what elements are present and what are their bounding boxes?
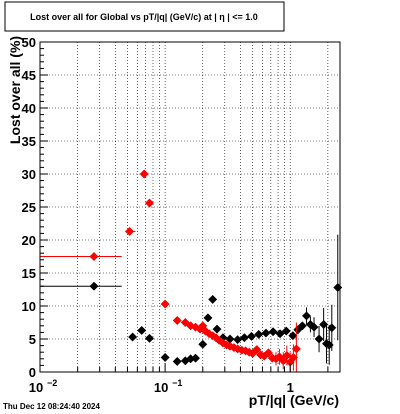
data-point bbox=[128, 332, 138, 342]
y-tick-label: 25 bbox=[22, 200, 36, 215]
data-point bbox=[268, 327, 278, 337]
y-tick-label: 10 bbox=[22, 299, 36, 314]
y-tick-label: 30 bbox=[22, 167, 36, 182]
series-black bbox=[40, 234, 343, 366]
data-series bbox=[40, 169, 343, 372]
series-red bbox=[40, 169, 301, 372]
y-tick-label: 35 bbox=[22, 134, 36, 149]
data-point bbox=[252, 345, 262, 355]
y-tick-label: 5 bbox=[29, 332, 36, 347]
data-point bbox=[89, 251, 99, 262]
y-tick-label: 0 bbox=[29, 365, 36, 380]
y-axis-title: Lost over all (%) bbox=[7, 36, 23, 144]
x-tick-exponent: −1 bbox=[172, 378, 182, 388]
data-point bbox=[319, 319, 329, 330]
y-tick-label: 15 bbox=[22, 266, 36, 281]
data-point bbox=[172, 315, 182, 326]
x-axis-title: pT/|q| (GeV/c) bbox=[249, 392, 339, 408]
y-axis: 0 5 10 15 20 25 30 35 40 45 50 bbox=[22, 35, 48, 380]
data-point bbox=[281, 326, 291, 336]
data-point bbox=[212, 324, 222, 334]
data-point bbox=[297, 321, 307, 331]
data-point bbox=[125, 226, 135, 236]
x-tick-label: 10 bbox=[154, 380, 168, 395]
chart-title: Lost over all for Global vs pT/|q| (GeV/… bbox=[30, 12, 258, 22]
data-point bbox=[137, 325, 147, 335]
data-point bbox=[327, 323, 337, 333]
data-point bbox=[160, 299, 170, 309]
data-point bbox=[275, 329, 285, 339]
data-point bbox=[314, 334, 324, 344]
data-point bbox=[203, 313, 213, 323]
data-point bbox=[246, 331, 257, 341]
data-point bbox=[309, 322, 319, 332]
x-tick-label: 10 bbox=[29, 380, 43, 395]
data-point bbox=[301, 311, 312, 321]
y-tick-label: 45 bbox=[22, 68, 36, 83]
data-point bbox=[180, 317, 190, 328]
timestamp-label: Thu Dec 12 08:24:40 2024 bbox=[3, 402, 100, 411]
data-point bbox=[288, 331, 298, 341]
y-tick-label: 40 bbox=[22, 101, 36, 116]
data-point bbox=[172, 356, 182, 366]
data-point bbox=[190, 353, 201, 363]
data-point bbox=[139, 169, 149, 179]
data-point bbox=[144, 333, 155, 343]
data-point bbox=[89, 281, 99, 291]
data-point bbox=[291, 344, 301, 354]
y-tick-label: 50 bbox=[22, 35, 36, 50]
data-point bbox=[144, 198, 155, 208]
title-box-frame bbox=[4, 1, 285, 32]
data-point bbox=[263, 348, 274, 358]
y-tick-label: 20 bbox=[22, 233, 36, 248]
x-axis: 10 −2 10 −1 1 bbox=[29, 363, 329, 395]
data-point bbox=[160, 352, 170, 363]
data-point bbox=[208, 294, 218, 304]
x-tick-label: 1 bbox=[287, 380, 294, 395]
data-point bbox=[278, 356, 288, 366]
data-point bbox=[198, 339, 208, 349]
grid-lines bbox=[40, 42, 340, 372]
title-box: Lost over all for Global vs pT/|q| (GeV/… bbox=[4, 1, 285, 32]
x-tick-exponent: −2 bbox=[47, 378, 57, 388]
